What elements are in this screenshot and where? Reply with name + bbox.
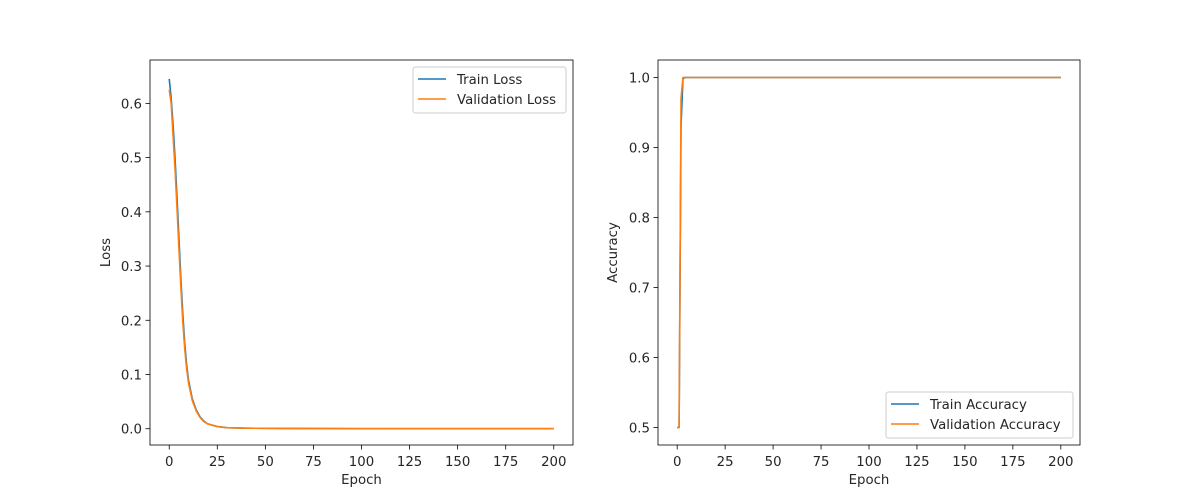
legend-entry-label: Train Loss bbox=[456, 73, 522, 88]
x-axis-label: Epoch bbox=[341, 473, 382, 488]
x-tick-label: 0 bbox=[673, 455, 681, 470]
plot-frame bbox=[657, 59, 1081, 446]
y-tick-label: 0.8 bbox=[629, 212, 650, 227]
x-tick-label: 125 bbox=[397, 455, 422, 470]
series-line-validation-loss bbox=[168, 89, 554, 430]
x-tick-label: 25 bbox=[717, 455, 734, 470]
x-tick-label: 75 bbox=[305, 455, 322, 470]
x-tick-label: 200 bbox=[541, 455, 566, 470]
x-tick-label: 200 bbox=[1048, 455, 1073, 470]
legend-entry-label: Validation Loss bbox=[457, 93, 556, 108]
x-tick-label: 100 bbox=[349, 455, 374, 470]
x-tick-label: 175 bbox=[1000, 455, 1025, 470]
y-tick-label: 1.0 bbox=[629, 72, 650, 87]
y-tick-label: 0.6 bbox=[629, 352, 650, 367]
x-tick-label: 50 bbox=[765, 455, 782, 470]
legend-frame bbox=[412, 66, 567, 114]
x-tick-label: 150 bbox=[445, 455, 470, 470]
loss-chart: 0 25 50 75 100 125 150 175 200 0.0 0.1 0.2 0.3 0.4 0.5… bbox=[99, 59, 574, 488]
x-axis-label: Epoch bbox=[849, 473, 890, 488]
series-line-validation-accuracy bbox=[677, 76, 1061, 429]
x-tick-label: 125 bbox=[904, 455, 929, 470]
legend: Train Loss Validation Loss bbox=[412, 66, 567, 114]
x-tick-label: 50 bbox=[257, 455, 274, 470]
y-tick-label: 0.9 bbox=[629, 142, 650, 157]
x-tick-label: 150 bbox=[952, 455, 977, 470]
y-tick-label: 0.5 bbox=[121, 152, 142, 167]
y-tick-label: 0.4 bbox=[121, 206, 142, 221]
y-tick-label: 0.2 bbox=[121, 314, 142, 329]
x-tick-label: 25 bbox=[209, 455, 226, 470]
plot-frame bbox=[149, 59, 574, 446]
x-tick-label: 175 bbox=[493, 455, 518, 470]
y-axis-label: Loss bbox=[99, 238, 114, 267]
x-tick-label: 100 bbox=[856, 455, 881, 470]
x-tick-label: 75 bbox=[813, 455, 830, 470]
y-tick-label: 0.3 bbox=[121, 260, 142, 275]
y-tick-label: 0.7 bbox=[629, 282, 650, 297]
y-tick-label: 0.5 bbox=[629, 422, 650, 437]
y-tick-label: 0.1 bbox=[121, 369, 142, 384]
x-tick-label: 0 bbox=[165, 455, 173, 470]
y-tick-label: 0.6 bbox=[121, 97, 142, 112]
legend-entry-label: Validation Accuracy bbox=[930, 418, 1061, 433]
accuracy-chart: 0 25 50 75 100 125 150 175 200 0.5 0.6 0.7 0.8 0.9 1.0… bbox=[606, 59, 1081, 488]
legend: Train Accuracy Validation Accuracy bbox=[885, 391, 1074, 439]
y-axis-label: Accuracy bbox=[606, 222, 621, 283]
y-tick-label: 0.0 bbox=[121, 423, 142, 438]
legend-frame bbox=[885, 391, 1074, 439]
legend-entry-label: Train Accuracy bbox=[929, 398, 1027, 413]
